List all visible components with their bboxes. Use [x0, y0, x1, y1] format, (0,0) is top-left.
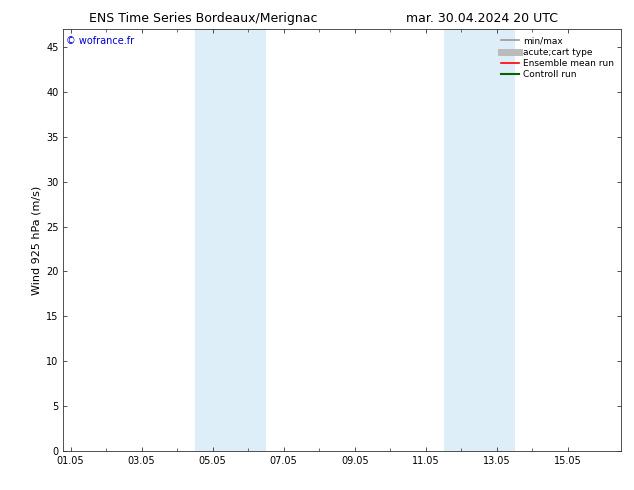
Legend: min/max, acute;cart type, Ensemble mean run, Controll run: min/max, acute;cart type, Ensemble mean … [499, 34, 617, 82]
Bar [444, 29, 515, 451]
Text: mar. 30.04.2024 20 UTC: mar. 30.04.2024 20 UTC [406, 12, 558, 25]
Text: ENS Time Series Bordeaux/Merignac: ENS Time Series Bordeaux/Merignac [89, 12, 317, 25]
Text: © wofrance.fr: © wofrance.fr [66, 36, 134, 46]
Bar [195, 29, 266, 451]
Y-axis label: Wind 925 hPa (m/s): Wind 925 hPa (m/s) [32, 186, 42, 294]
